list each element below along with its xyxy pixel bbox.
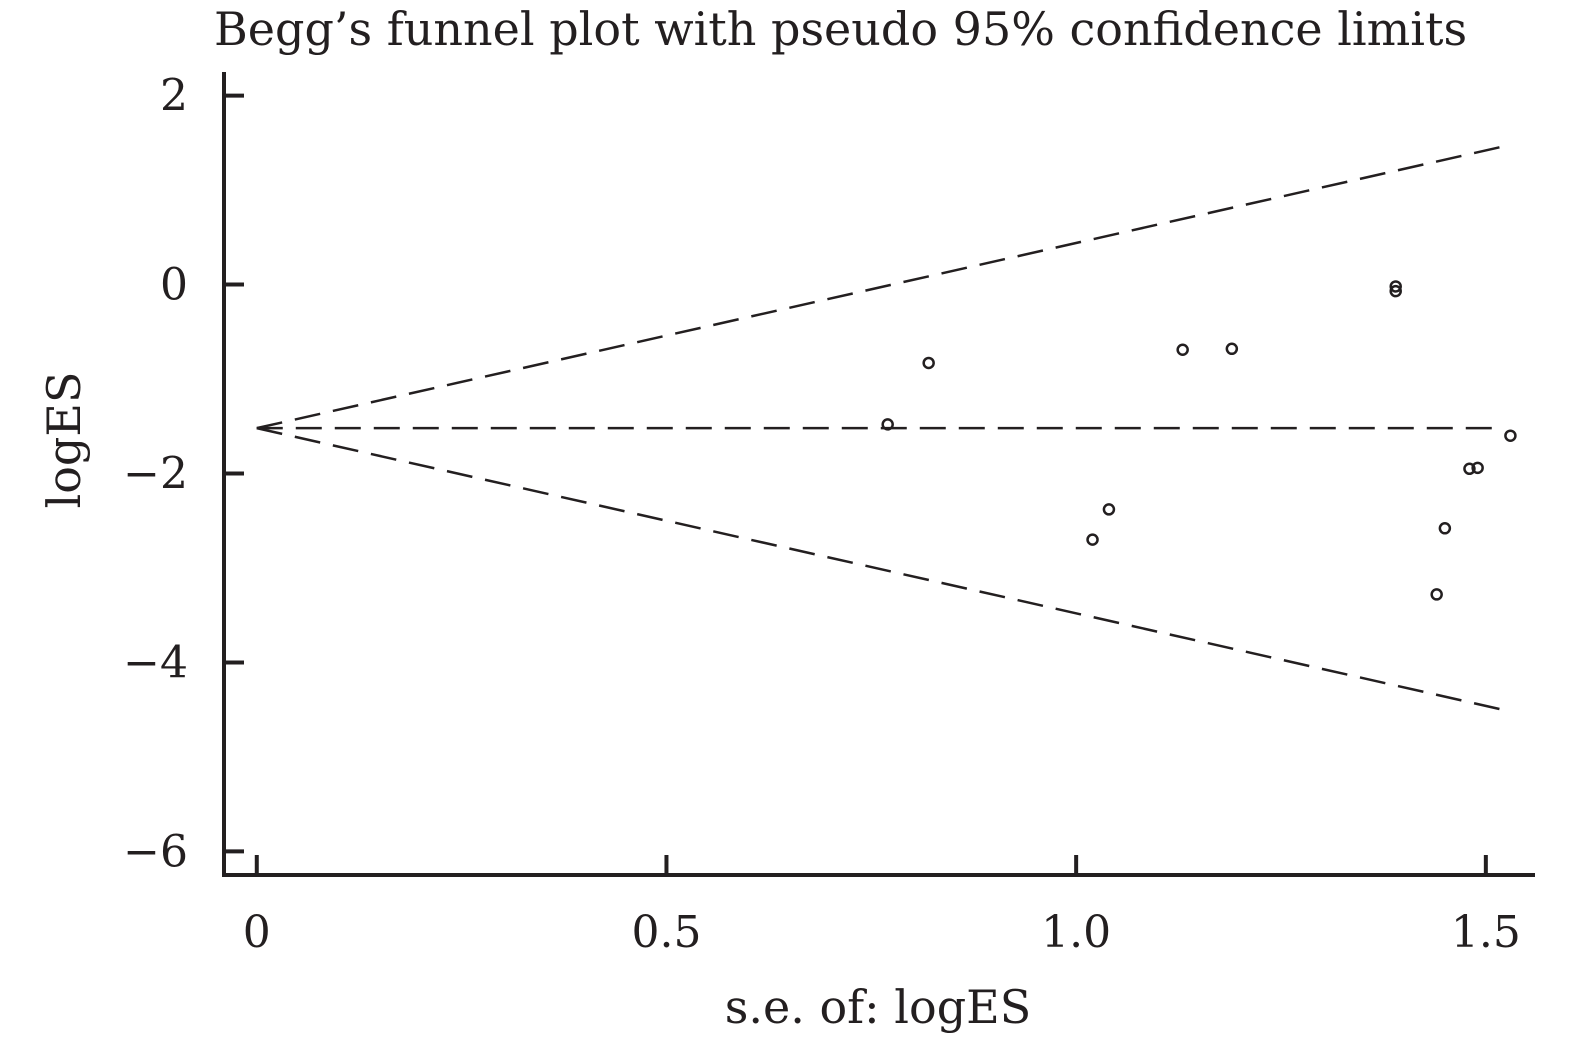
study-point — [1102, 503, 1116, 516]
y-tick-label: −6 — [123, 826, 188, 877]
x-tick-label: 1.0 — [1041, 907, 1111, 958]
x-tick-label: 0 — [243, 907, 271, 958]
study-point — [1389, 280, 1402, 293]
study-point — [1463, 462, 1476, 476]
study-point — [1438, 522, 1452, 535]
upper-confidence-limit-line — [256, 145, 1503, 430]
study-point — [1225, 342, 1239, 356]
x-ticks: 0 0.5 1.0 1.5 — [243, 855, 1521, 958]
y-axis-label: logES — [37, 372, 91, 509]
y-ticks: 2 0 −2 −4 −6 — [123, 71, 244, 877]
x-tick-label: 1.5 — [1451, 907, 1521, 958]
y-tick-label: −2 — [123, 449, 188, 500]
study-points — [881, 280, 1517, 601]
study-point — [1471, 461, 1484, 475]
y-tick-label: 0 — [160, 260, 188, 311]
study-point — [922, 356, 935, 370]
study-point — [1389, 284, 1402, 298]
chart-title: Begg’s funnel plot with pseudo 95% confi… — [214, 2, 1467, 56]
confidence-limit-lines — [256, 145, 1503, 711]
y-tick-label: 2 — [160, 71, 188, 122]
study-point — [881, 418, 894, 431]
study-point — [1086, 533, 1099, 546]
study-point — [1430, 588, 1443, 601]
study-point — [1176, 343, 1189, 356]
study-point — [1504, 429, 1517, 442]
x-tick-label: 0.5 — [631, 907, 701, 958]
lower-confidence-limit-line — [256, 426, 1503, 711]
x-axis-label: s.e. of: logES — [725, 980, 1031, 1034]
y-tick-label: −4 — [123, 637, 188, 688]
